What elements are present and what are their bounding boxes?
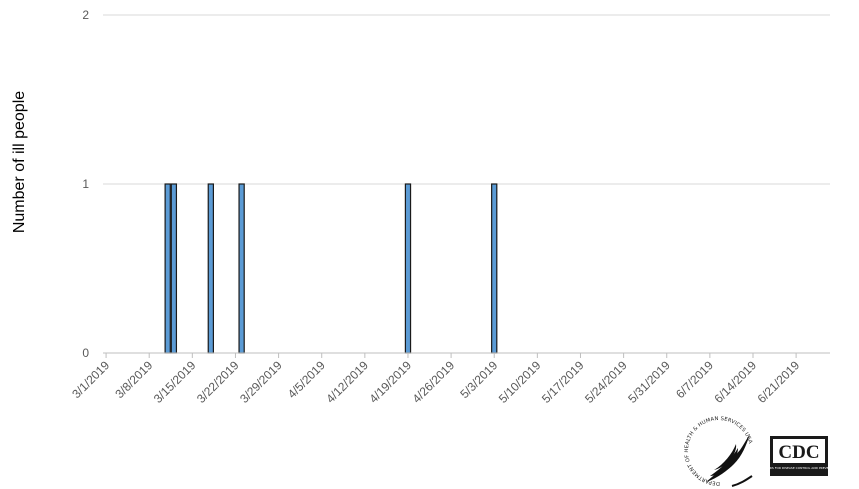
cdc-logo-text: CDC [778,442,819,463]
x-tick-label: 4/12/2019 [323,358,371,406]
y-axis-label: Number of ill people [11,91,28,233]
x-tick-label: 5/17/2019 [539,358,587,406]
y-axis-ticks: 0 1 2 [82,8,89,360]
x-tick-label: 3/1/2019 [69,358,112,401]
y-tick-label: 0 [82,346,89,360]
x-axis-ticks: 3/1/2019 3/8/20193/15/20193/22/20193/29/2… [69,353,802,406]
cdc-logo-subtext: CENTERS FOR DISEASE CONTROL AND PREVENTI… [760,466,838,470]
y-tick-label: 2 [82,8,89,22]
x-tick-label: 3/15/2019 [151,358,199,406]
x-tick-label: 6/14/2019 [711,358,759,406]
hhs-logo: DEPARTMENT OF HEALTH & HUMAN SERVICES US… [684,416,753,487]
bar [491,183,498,354]
bar [404,183,412,354]
x-tick-label: 4/5/2019 [285,358,328,401]
x-tick-label: 5/10/2019 [496,358,544,406]
x-tick-label: 5/31/2019 [625,358,673,406]
x-tick-label: 3/8/2019 [112,358,155,401]
bar [238,183,245,354]
y-tick-label: 1 [82,177,89,191]
cdc-logo: CDC CENTERS FOR DISEASE CONTROL AND PREV… [760,436,838,476]
x-tick-label: 5/3/2019 [457,358,500,401]
x-tick-label: 6/21/2019 [755,358,803,406]
x-tick-label: 4/19/2019 [366,358,414,406]
bar [207,183,214,354]
x-tick-label: 6/7/2019 [673,358,716,401]
bar [170,183,178,354]
x-tick-label: 4/26/2019 [410,358,458,406]
x-tick-label: 3/29/2019 [237,358,285,406]
gridlines [103,14,830,185]
x-tick-label: 5/24/2019 [582,358,630,406]
x-tick-label: 3/22/2019 [194,358,242,406]
bar [164,183,171,354]
bars [164,183,498,354]
